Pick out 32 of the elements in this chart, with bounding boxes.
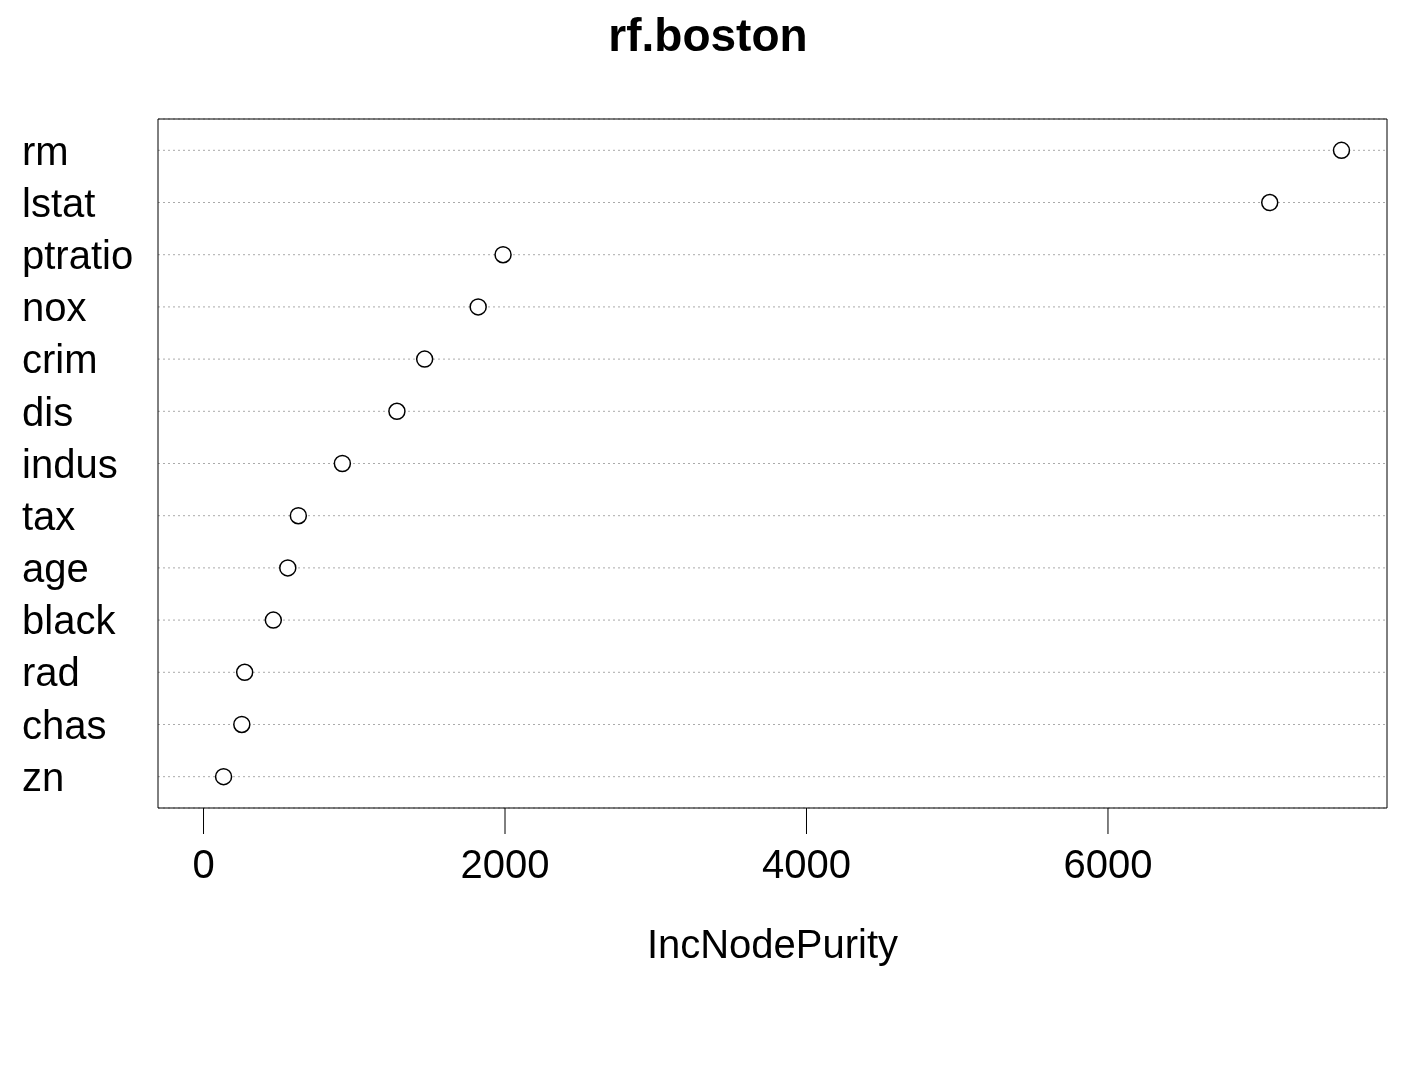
y-tick-label: nox	[22, 285, 87, 330]
point	[494, 245, 512, 264]
y-tick-label: chas	[22, 702, 107, 747]
y-tick-label: indus	[22, 441, 118, 486]
y-tick-label: age	[22, 546, 89, 591]
y-tick-label: dis	[22, 389, 74, 434]
point	[1260, 193, 1279, 212]
x-tick-label: 0	[192, 842, 215, 887]
chart-title: rf.boston	[607, 8, 809, 63]
point	[233, 715, 251, 734]
y-tick-label: crim	[22, 337, 98, 382]
point	[214, 767, 233, 786]
y-tick-label: rm	[22, 128, 69, 173]
point	[415, 350, 434, 368]
y-tick-label: zn	[22, 754, 65, 799]
point	[264, 611, 283, 629]
x-tick-label: 2000	[460, 842, 550, 887]
x-tick-label: 6000	[1063, 842, 1153, 887]
point	[333, 454, 352, 473]
point	[279, 559, 297, 577]
y-tick-label: tax	[22, 493, 76, 538]
x-axis-title: IncNodePurity	[646, 922, 899, 966]
point	[388, 402, 406, 421]
point	[469, 298, 487, 316]
y-tick-label: ptratio	[22, 232, 134, 277]
y-tick-label: rad	[22, 650, 80, 695]
point	[289, 506, 308, 525]
y-tick-label: black	[22, 598, 117, 643]
point	[235, 663, 254, 682]
point	[1332, 141, 1351, 160]
x-tick-label: 4000	[762, 842, 851, 887]
y-tick-label: lstat	[22, 180, 96, 225]
